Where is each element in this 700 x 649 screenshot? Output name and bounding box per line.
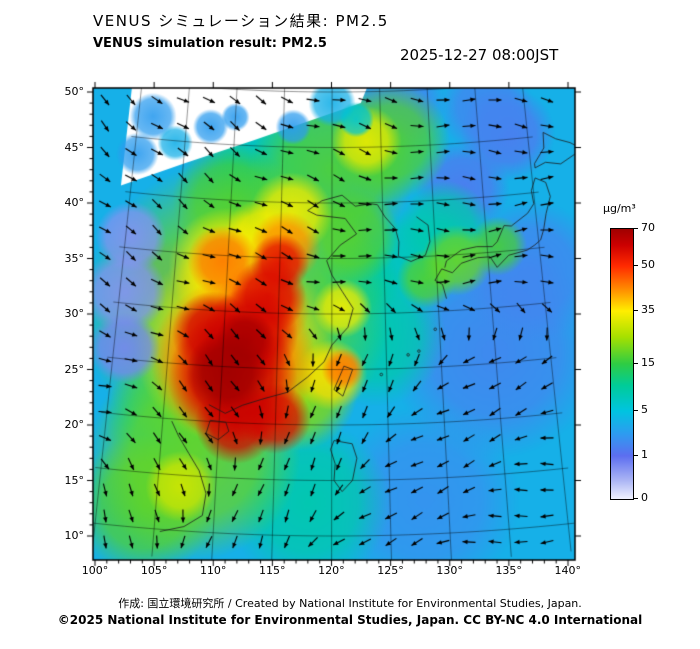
pm25-map-canvas [70,80,600,585]
lat-tick-label: 40° [64,196,85,209]
lat-tick-label: 10° [64,529,85,542]
legend-tick-label: 1 [641,447,648,461]
legend-tick-mark [633,264,638,266]
lat-tick-label: 25° [64,362,85,376]
lon-tick-label: 125° [377,564,404,577]
lon-tick-label: 135° [495,564,522,577]
credit-line: 作成: 国立環境研究所 / Created by National Instit… [118,597,582,610]
simulation-timestamp: 2025-12-27 08:00JST [400,46,559,64]
lon-tick-label: 100° [81,564,109,577]
copyright-line: ©2025 National Institute for Environment… [57,613,643,627]
lat-tick-label: 45° [64,140,85,154]
lon-tick-label: 130° [436,564,463,577]
lat-tick-label: 30° [64,307,85,320]
legend-unit-label: µg/m³ [603,202,636,215]
lat-tick-label: 35° [64,251,85,265]
legend-tick-mark [633,409,638,411]
lon-tick-label: 110° [199,564,227,577]
legend-tick-label: 35 [641,303,655,317]
page-title-english: VENUS simulation result: PM2.5 [93,36,327,51]
color-scale-bar [610,228,634,500]
legend-tick-label: 70 [641,221,655,234]
legend-tick-mark [633,228,638,229]
legend-tick-mark [633,454,638,456]
legend-tick-mark [633,498,638,499]
legend-tick-label: 5 [641,402,648,416]
page-title-japanese: VENUS シミュレーション結果: PM2.5 [93,12,389,30]
lon-tick-label: 140° [554,564,582,577]
lon-tick-label: 120° [318,564,345,577]
legend-tick-mark [633,363,638,364]
lon-tick-label: 115° [259,564,286,577]
lat-tick-label: 15° [64,473,85,487]
lat-tick-label: 20° [64,418,85,431]
legend-tick-label: 0 [641,491,648,504]
legend-tick-label: 50 [641,257,655,271]
lon-tick-label: 105° [140,564,168,577]
lat-tick-label: 50° [64,85,85,98]
legend-tick-mark [633,310,638,312]
legend-tick-label: 15 [641,356,655,369]
